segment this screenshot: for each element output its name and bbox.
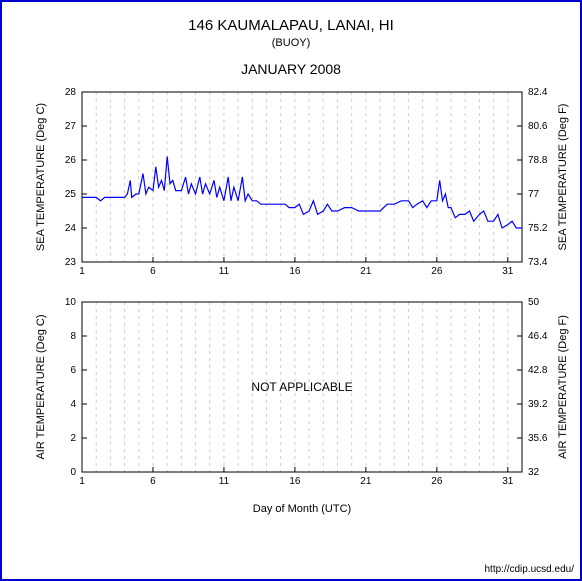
footer-url: http://cdip.ucsd.edu/ [484, 564, 574, 575]
air-temp-ytick-left: 10 [65, 297, 77, 308]
sea-temp-ytick-left: 24 [65, 223, 77, 234]
chart-svg: 146 KAUMALAPAU, LANAI, HI (BUOY) JANUARY 2… [2, 2, 580, 579]
title-sub: (BUOY) [272, 37, 311, 49]
sea-temp-ytick-left: 28 [65, 87, 77, 98]
title-main: 146 KAUMALAPAU, LANAI, HI [188, 17, 394, 34]
sea-temp-ytick-right: 77 [528, 189, 540, 200]
air-temp-ytick-left: 8 [70, 331, 76, 342]
sea-temp-xtick: 16 [289, 266, 301, 277]
sea-temp-ytick-right: 78.8 [528, 155, 548, 166]
air-temp-ytick-left: 4 [70, 399, 76, 410]
air-temp-message: NOT APPLICABLE [251, 380, 352, 394]
title-period: JANUARY 2008 [241, 61, 341, 77]
sea-temp-ylabel-right: SEA TEMPERATURE (Deg F) [557, 104, 569, 251]
sea-temp-xtick: 6 [150, 266, 156, 277]
sea-temp-ytick-right: 82.4 [528, 87, 548, 98]
air-temp-ytick-right: 50 [528, 297, 540, 308]
air-temp-xtick: 31 [502, 476, 514, 487]
sea-temp-ylabel-left: SEA TEMPERATURE (Deg C) [35, 103, 47, 251]
sea-temp-series [82, 157, 522, 228]
air-temp-xtick: 16 [289, 476, 301, 487]
air-temp-ytick-right: 39.2 [528, 399, 548, 410]
air-temp-ytick-right: 32 [528, 467, 540, 478]
air-temp-ytick-left: 6 [70, 365, 76, 376]
sea-temp-xtick: 31 [502, 266, 514, 277]
sea-temp-ytick-left: 23 [65, 257, 77, 268]
air-temp-ytick-left: 0 [70, 467, 76, 478]
sea-temp-xtick: 11 [219, 266, 230, 277]
air-temp-xtick: 21 [360, 476, 372, 487]
air-temp-xtick: 6 [150, 476, 156, 487]
air-temp-xtick: 1 [79, 476, 85, 487]
sea-temp-ytick-right: 73.4 [528, 257, 548, 268]
x-axis-label: Day of Month (UTC) [253, 503, 351, 515]
chart-frame: 146 KAUMALAPAU, LANAI, HI (BUOY) JANUARY 2… [0, 0, 582, 581]
air-temp-ylabel-left: AIR TEMPERATURE (Deg C) [35, 314, 47, 459]
sea-temp-ytick-left: 26 [65, 155, 77, 166]
sea-temp-ytick-left: 25 [65, 189, 77, 200]
sea-temp-xtick: 1 [79, 266, 85, 277]
sea-temp-ytick-right: 80.6 [528, 121, 548, 132]
sea-temp-plot [82, 92, 522, 262]
sea-temp-ytick-right: 75.2 [528, 223, 548, 234]
sea-temp-ytick-left: 27 [65, 121, 77, 132]
air-temp-ylabel-right: AIR TEMPERATURE (Deg F) [557, 315, 569, 459]
sea-temp-xtick: 26 [431, 266, 443, 277]
air-temp-xtick: 11 [219, 476, 230, 487]
air-temp-ytick-left: 2 [70, 433, 76, 444]
air-temp-ytick-right: 35.6 [528, 433, 548, 444]
air-temp-ytick-right: 46.4 [528, 331, 548, 342]
air-temp-xtick: 26 [431, 476, 443, 487]
sea-temp-xtick: 21 [360, 266, 372, 277]
air-temp-ytick-right: 42.8 [528, 365, 548, 376]
